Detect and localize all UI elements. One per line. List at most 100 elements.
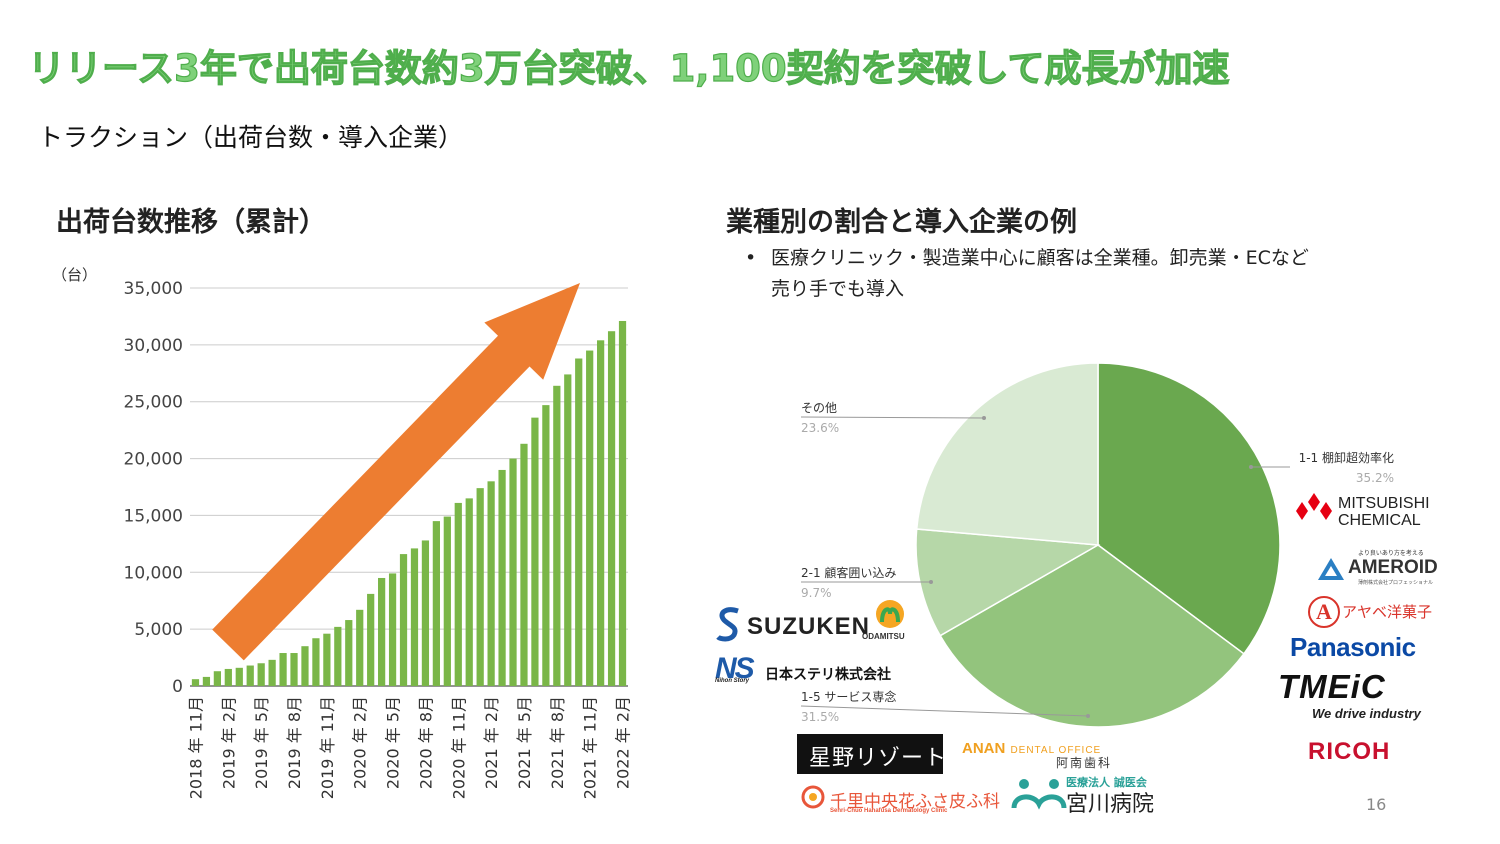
ameroid-name: AMEROID xyxy=(1348,557,1438,578)
bar xyxy=(531,417,539,686)
x-tick-label: 2021 年 8月 xyxy=(548,696,567,789)
page-subtitle: トラクション（出荷台数・導入企業） xyxy=(38,123,464,152)
bullet-text: 医療クリニック・製造業中心に顧客は全業種。卸売業・ECなど売り手でも導入 xyxy=(771,247,1309,300)
bar xyxy=(268,659,276,686)
bar xyxy=(202,676,211,686)
bullet-icon: • xyxy=(745,247,757,269)
ns-sub: Nihon Story xyxy=(715,678,749,684)
bar xyxy=(378,577,386,686)
suzuken-s-icon xyxy=(716,607,739,642)
pie-leader-dot xyxy=(982,416,986,420)
bar xyxy=(399,554,408,686)
pie-leader-line xyxy=(800,705,1089,717)
page-title: リリース3年で出荷台数約3万台突破、1,100契約を突破して成長が加速 xyxy=(27,46,1230,90)
bar xyxy=(356,609,364,686)
bar xyxy=(334,626,342,686)
pie-slice-value: 23.6% xyxy=(801,421,839,435)
x-tick-label: 2021 年 2月 xyxy=(482,696,501,789)
senri-name: 千里中央花ふさ皮ふ科 xyxy=(830,792,1000,812)
miyagawa-icon xyxy=(1011,779,1067,810)
ns-mark: NS xyxy=(715,652,755,685)
pie-leader-dot xyxy=(1249,465,1253,469)
hoshino-name: 星野リゾート xyxy=(809,746,948,771)
bar xyxy=(224,668,232,686)
y-tick-label: 25,000 xyxy=(124,393,183,413)
tmeic-name: TMEiC xyxy=(1278,668,1386,705)
x-tick-label: 2022 年 2月 xyxy=(614,696,633,789)
anan-dental: DENTAL OFFICE xyxy=(1010,745,1102,756)
abe-a-icon: A xyxy=(1308,596,1340,628)
nihon-steri-name: 日本ステリ株式会社 xyxy=(765,667,891,683)
bar xyxy=(509,458,517,686)
bar xyxy=(257,663,265,686)
x-tick-label: 2021 年 5月 xyxy=(515,696,534,789)
ameroid-tagline: より良いあり方を考える xyxy=(1358,550,1424,557)
pie-chart-title: 業種別の割合と導入企業の例 xyxy=(726,207,1077,238)
anan-dental-logo: ANAN DENTAL OFFICE 阿南歯科 xyxy=(962,738,1110,770)
bars xyxy=(191,320,627,686)
bar xyxy=(410,548,419,686)
pie-labels: 1-1 棚卸超効率化 35.2% 1-5 サービス専念 31.5% 2-1 顧客囲い込み… xyxy=(800,401,1394,724)
tmeic-tagline: We drive industry xyxy=(1312,706,1421,721)
x-tick-label: 2020 年 2月 xyxy=(351,696,370,789)
bar xyxy=(520,443,528,686)
bar-chart-title: 出荷台数推移（累計） xyxy=(56,207,326,238)
bar xyxy=(213,671,221,686)
odamitsu-icon xyxy=(876,600,904,628)
pie-leader-dot xyxy=(1086,714,1090,718)
bar xyxy=(367,593,375,686)
pie-slice-value: 35.2% xyxy=(1356,471,1394,485)
bar xyxy=(597,340,605,686)
ameroid-sub: 薄剤株式会社プロフェッショナル xyxy=(1358,580,1434,586)
tmeic-logo: TMEiC We drive industry xyxy=(1278,668,1421,721)
pie-slice xyxy=(939,544,1245,728)
bar xyxy=(246,665,254,686)
pie-slice-name: 2-1 顧客囲い込み xyxy=(801,565,896,580)
x-tick-label: 2018 年 11月 xyxy=(186,696,205,799)
y-tick-label: 30,000 xyxy=(124,336,183,356)
y-tick-label: 20,000 xyxy=(124,450,183,470)
page-number: 16 xyxy=(1366,795,1387,814)
pie-slice xyxy=(915,362,1099,546)
bar xyxy=(432,521,440,686)
x-tick-label: 2020 年 8月 xyxy=(416,696,435,789)
bar xyxy=(421,540,430,686)
y-tick-label: 5,000 xyxy=(134,620,183,640)
bar xyxy=(476,488,484,686)
y-tick-label: 15,000 xyxy=(124,506,183,526)
pie-slice-name: その他 xyxy=(801,401,837,415)
anan-jp: 阿南歯科 xyxy=(1056,756,1113,770)
x-tick-labels: 2018 年 11月 2019 年 2月 2019 年 5月 2019 年 8月 201… xyxy=(186,696,632,799)
bar xyxy=(553,385,561,686)
y-axis-unit: （台） xyxy=(52,266,98,284)
x-tick-label: 2020 年 5月 xyxy=(384,696,403,789)
ricoh-logo: RICOH xyxy=(1308,738,1391,765)
x-tick-label: 2019 年 11月 xyxy=(318,696,337,799)
bar xyxy=(323,633,331,686)
y-tick-labels: 0 5,000 10,000 15,000 20,000 25,000 30,000 35,0… xyxy=(124,279,183,697)
pie-slice-value: 9.7% xyxy=(801,586,832,600)
bar xyxy=(575,358,583,686)
pie-slice xyxy=(915,528,1101,637)
trend-arrow xyxy=(212,283,580,661)
bar xyxy=(279,653,287,686)
abe-name: アヤベ洋菓子 xyxy=(1342,603,1433,621)
panasonic-logo: Panasonic xyxy=(1290,632,1416,662)
bar xyxy=(345,620,353,686)
bar xyxy=(498,469,506,686)
bar xyxy=(564,374,572,686)
pie-slice xyxy=(1097,362,1281,655)
y-tick-label: 0 xyxy=(172,677,183,697)
x-tick-label: 2021 年 11月 xyxy=(581,696,600,799)
bar xyxy=(443,516,451,686)
y-tick-label: 35,000 xyxy=(124,279,183,299)
odamitsu-name: ODAMITSU xyxy=(862,632,905,641)
pie-slices xyxy=(915,362,1281,728)
suzuken-name: SUZUKEN xyxy=(747,613,871,640)
bar xyxy=(290,653,298,686)
x-tick-label: 2020 年 11月 xyxy=(449,696,468,799)
pie-slice-value: 31.5% xyxy=(801,710,839,724)
mitsubishi-line1: MITSUBISHI xyxy=(1338,495,1430,512)
mitsubishi-line2: CHEMICAL xyxy=(1338,512,1421,529)
